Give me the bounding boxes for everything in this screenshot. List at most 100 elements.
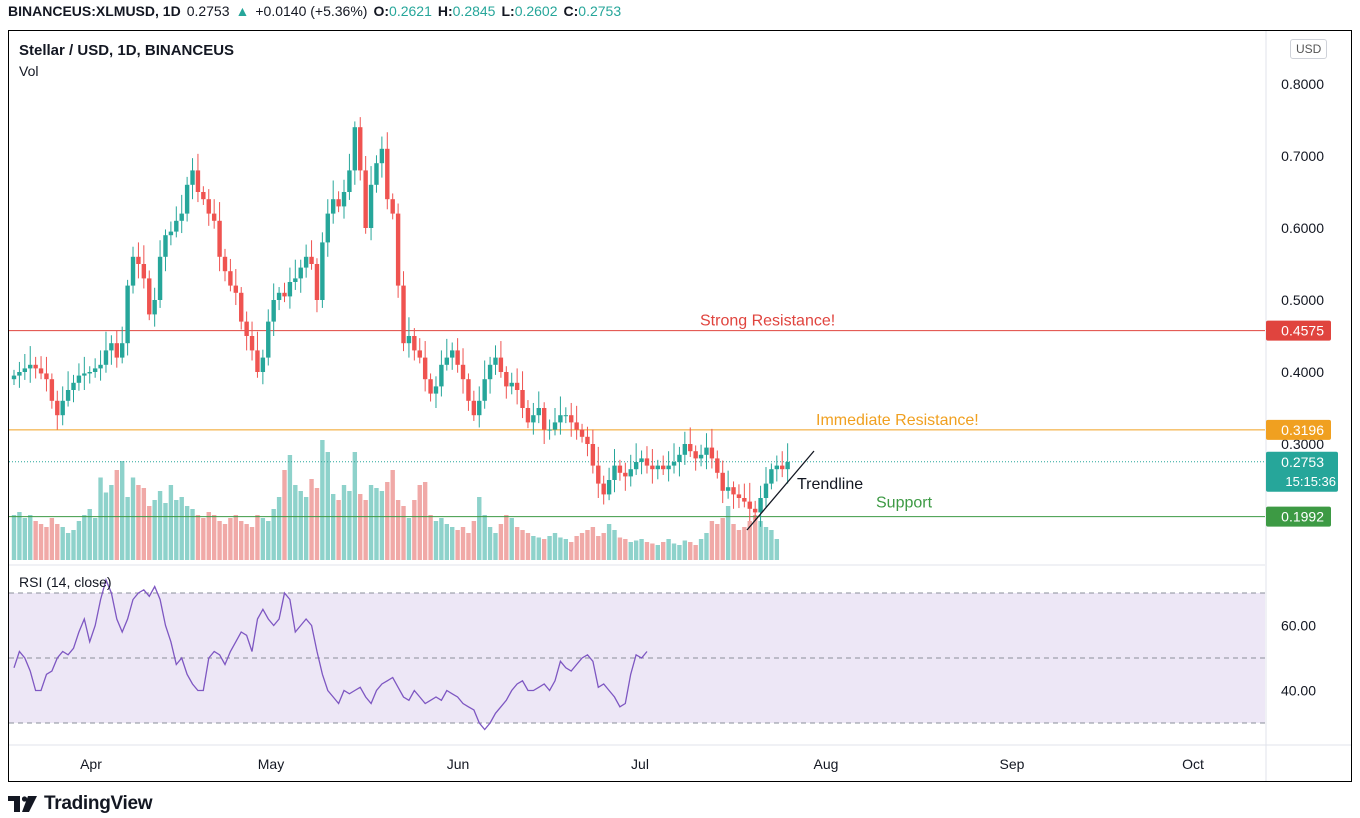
volume-bar <box>390 470 395 560</box>
volume-bar <box>341 485 347 560</box>
candle-body <box>574 422 579 430</box>
volume-bar <box>569 542 574 560</box>
volume-bar <box>482 515 487 560</box>
candle-body <box>352 127 358 171</box>
volume-bar <box>774 539 780 560</box>
volume-bar <box>633 540 639 560</box>
volume-bar <box>195 515 201 560</box>
candle-body <box>141 264 147 279</box>
candle-body <box>276 292 282 300</box>
candle-body <box>11 375 17 380</box>
volume-bar <box>287 455 293 560</box>
volume-bar <box>579 533 585 560</box>
candle-body <box>547 429 552 431</box>
volume-bar <box>352 452 358 560</box>
candle-body <box>390 199 395 214</box>
volume-bar <box>547 536 552 560</box>
candle-body <box>612 465 617 480</box>
volume-bar <box>120 461 125 560</box>
volume-bar <box>623 539 628 560</box>
volume-bar <box>33 521 38 560</box>
candle-body <box>303 256 309 268</box>
candle-body <box>471 400 477 416</box>
brand-name: TradingView <box>44 793 153 814</box>
trendline-label: Trendline <box>797 476 863 493</box>
candle-body <box>617 465 623 473</box>
volume-bar <box>147 506 152 560</box>
candle-body <box>509 382 514 387</box>
volume-bar <box>666 539 671 560</box>
candle-body <box>412 336 417 351</box>
volume-bar <box>244 524 249 560</box>
symbol-name[interactable]: BINANCEUS:XLMUSD, 1D <box>8 3 181 19</box>
volume-bar <box>314 488 320 560</box>
candle-body <box>450 350 455 358</box>
candle-body <box>633 462 639 470</box>
volume-bar <box>541 539 547 560</box>
low-label: L: <box>501 3 515 19</box>
volume-bar <box>628 542 633 560</box>
volume-bar <box>617 537 623 560</box>
volume-bar <box>184 506 190 560</box>
volume-bar <box>303 497 309 560</box>
volume-bar <box>504 515 509 560</box>
candle-body <box>49 379 55 401</box>
tradingview-logo[interactable]: TradingView <box>8 793 153 815</box>
volume-bar <box>87 509 92 560</box>
candle-body <box>569 415 574 423</box>
candle-body <box>780 465 785 470</box>
volume-bar <box>498 524 504 560</box>
candle-body <box>379 148 385 164</box>
volume-bar <box>152 500 157 560</box>
volume-bar <box>271 509 276 560</box>
volume-bar <box>644 542 650 560</box>
volume-bar <box>693 545 698 560</box>
candle-body <box>785 462 790 470</box>
level-price-tag <box>1266 506 1331 527</box>
level-price-tag-label: 0.3196 <box>1281 422 1324 438</box>
volume-bar <box>671 543 677 560</box>
volume-bar <box>650 543 655 560</box>
candle-body <box>504 372 509 387</box>
candle-body <box>233 285 239 293</box>
candle-body <box>368 184 374 228</box>
candle-body <box>536 408 541 416</box>
volume-bar <box>661 542 666 560</box>
candle-body <box>309 256 314 264</box>
price-tick-label: 0.8000 <box>1281 76 1324 92</box>
chart-frame <box>8 30 1352 782</box>
high-label: H: <box>437 3 453 19</box>
volume-bar <box>174 500 179 560</box>
candle-body <box>163 235 168 257</box>
candle-body <box>493 357 498 365</box>
volume-bar <box>455 530 460 560</box>
up-arrow-icon: ▲ <box>235 3 250 19</box>
candle-body <box>601 483 606 495</box>
candle-body <box>693 451 698 459</box>
candle-body <box>422 357 428 380</box>
candle-body <box>395 213 401 286</box>
currency-button[interactable]: USD <box>1290 39 1328 59</box>
rsi-line <box>13 578 648 731</box>
volume-bar <box>493 533 498 560</box>
candle-body <box>769 469 774 484</box>
candle-body <box>455 350 460 365</box>
volume-bar <box>309 479 314 560</box>
volume-bar <box>44 527 49 560</box>
volume-bar <box>330 494 336 560</box>
volume-bar <box>606 524 612 560</box>
candle-body <box>239 292 244 322</box>
open-label: O: <box>373 3 390 19</box>
volume-bar <box>49 518 55 560</box>
volume-bar <box>433 521 439 560</box>
volume-bar <box>736 530 742 560</box>
candle-body <box>417 350 422 358</box>
volume-bar <box>439 518 444 560</box>
volume-bar <box>222 524 228 560</box>
last-price: 0.2753 <box>186 3 230 19</box>
candle-body <box>742 498 747 502</box>
candle-body <box>271 300 276 322</box>
volume-bar <box>574 536 579 560</box>
level-price-tag <box>1266 419 1331 440</box>
